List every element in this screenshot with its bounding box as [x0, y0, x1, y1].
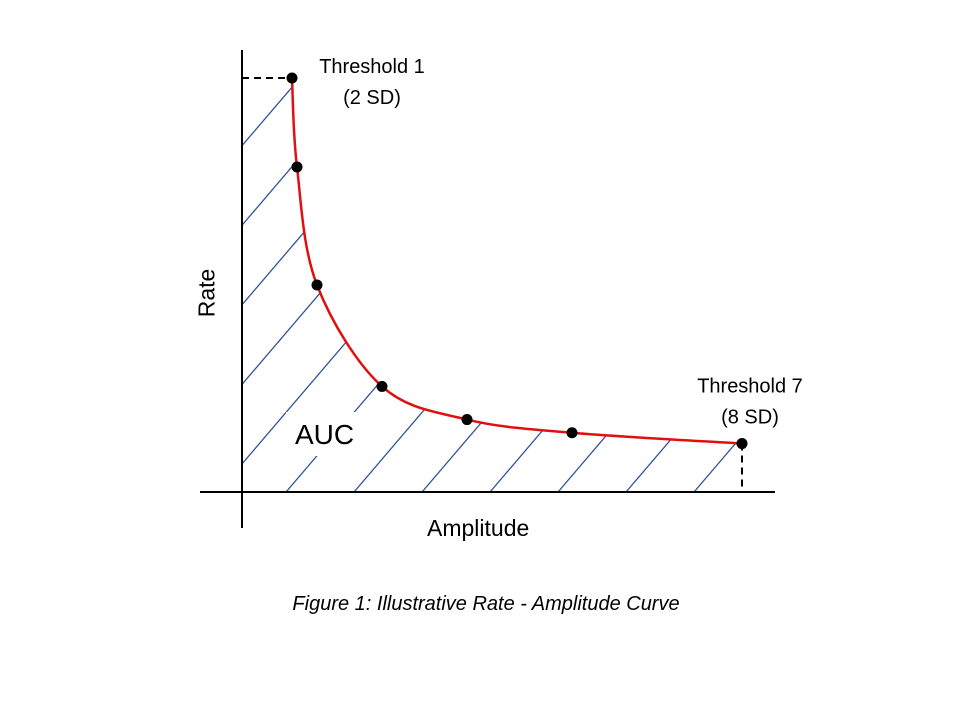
- hatch-line: [762, 0, 960, 492]
- threshold-sublabel-7: (8 SD): [721, 407, 779, 429]
- hatch-line: [625, 78, 742, 492]
- threshold-sublabel-1: (2 SD): [343, 87, 401, 109]
- rate-amplitude-curve: [290, 77, 743, 445]
- data-point-3: [311, 279, 323, 291]
- data-point-6: [566, 427, 578, 439]
- auc-label: AUC: [295, 419, 354, 450]
- hatch-line: [242, 78, 311, 492]
- data-point-7: [736, 438, 748, 450]
- figure-caption: Figure 1: Illustrative Rate - Amplitude …: [292, 593, 680, 615]
- hatch-line: [421, 78, 742, 492]
- hatch-line: [242, 78, 243, 492]
- auc-hatch-area: [242, 0, 960, 492]
- data-point-2: [291, 161, 303, 173]
- auc-label-background: [286, 412, 370, 456]
- data-point-4: [376, 380, 388, 392]
- data-point-5: [461, 414, 473, 426]
- x-axis-label: Amplitude: [427, 515, 530, 541]
- y-axis-label: Rate: [193, 268, 220, 318]
- hatch-line: [353, 78, 742, 492]
- threshold-label-1: Threshold 1: [319, 56, 425, 78]
- hatch-line: [242, 78, 515, 492]
- data-point-1: [286, 72, 298, 84]
- threshold-label-7: Threshold 7: [697, 376, 803, 398]
